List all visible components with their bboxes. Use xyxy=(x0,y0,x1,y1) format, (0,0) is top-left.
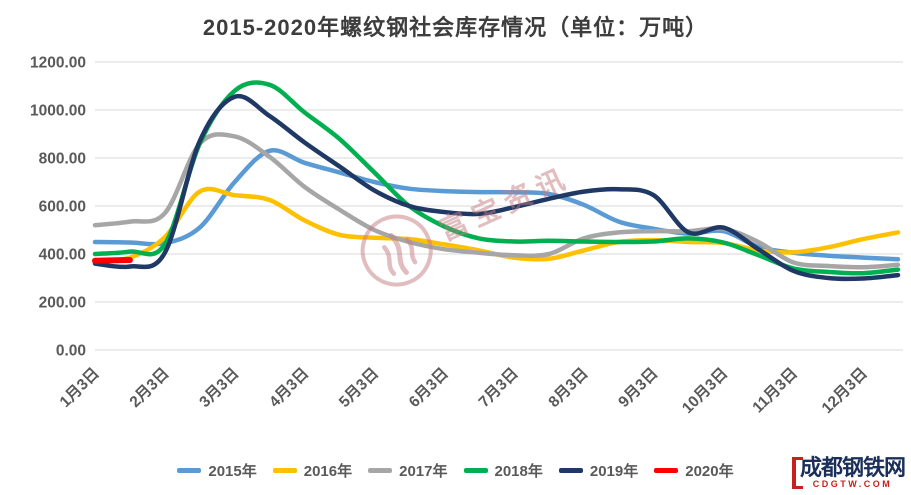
x-axis-label: 8月3日 xyxy=(545,364,592,411)
legend-label: 2015年 xyxy=(208,463,257,480)
legend-item-2018: 2018年 xyxy=(463,460,543,481)
legend-item-2016: 2016年 xyxy=(272,460,353,481)
logo-text-cn: 成都钢铁网 xyxy=(799,455,906,480)
legend-item-2019: 2019年 xyxy=(558,460,639,481)
x-axis-label: 6月3日 xyxy=(405,364,452,411)
y-axis-label: 1200.00 xyxy=(30,55,86,72)
y-axis-label: 0.00 xyxy=(56,343,86,360)
chart-title: 2015-2020年螺纹钢社会库存情况（单位：万吨） xyxy=(202,15,709,40)
series-line-2015年 xyxy=(92,148,901,262)
legend-label: 2020年 xyxy=(685,463,734,480)
x-axis-label: 4月3日 xyxy=(265,364,312,411)
x-axis-label: 1月3日 xyxy=(56,364,103,411)
x-axis-label: 10月3日 xyxy=(678,364,731,417)
legend-swatch xyxy=(654,468,679,473)
y-axis-label: 200.00 xyxy=(39,295,86,312)
legend-swatch xyxy=(558,468,583,473)
x-axis-label: 2月3日 xyxy=(126,364,173,411)
legend-label: 2019年 xyxy=(589,463,639,480)
logo-bracket-icon xyxy=(791,457,803,489)
x-axis-label: 5月3日 xyxy=(335,364,382,411)
y-axis-label: 400.00 xyxy=(39,247,86,264)
x-axis-label: 9月3日 xyxy=(615,364,662,411)
legend-swatch xyxy=(272,468,297,473)
cdgtw-logo: 成都钢铁网 CDGTW.COM xyxy=(791,455,906,489)
legend-label: 2016年 xyxy=(303,463,353,480)
logo-text-en: CDGTW.COM xyxy=(812,479,893,489)
legend-label: 2018年 xyxy=(494,463,543,480)
legend-swatch xyxy=(368,468,393,473)
y-axis-label: 600.00 xyxy=(39,199,86,216)
x-axis-label: 3月3日 xyxy=(196,364,243,411)
y-axis-label: 1000.00 xyxy=(30,103,86,120)
series-line-2017年 xyxy=(92,132,901,270)
y-axis-label: 800.00 xyxy=(39,151,86,168)
series-line-2019年 xyxy=(92,93,901,282)
legend-swatch xyxy=(463,468,488,473)
series-line-2020年 xyxy=(92,257,133,264)
x-axis-label: 7月3日 xyxy=(475,364,522,411)
legend-swatch xyxy=(177,468,202,473)
legend-item-2015: 2015年 xyxy=(177,460,257,481)
legend-item-2020: 2020年 xyxy=(654,460,734,481)
legend-label: 2017年 xyxy=(399,463,448,480)
x-axis-label: 12月3日 xyxy=(818,364,871,417)
legend-item-2017: 2017年 xyxy=(368,460,448,481)
x-axis-label: 11月3日 xyxy=(749,364,801,416)
chart-legend: 2015年 2016年 2017年 2018年 2019年 2020年 xyxy=(0,460,911,481)
